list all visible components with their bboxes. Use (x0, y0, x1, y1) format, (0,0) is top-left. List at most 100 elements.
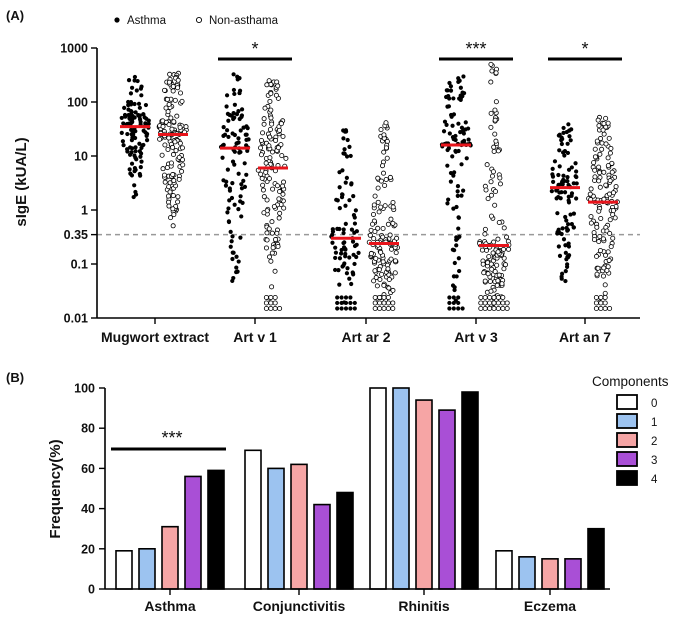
data-point-asthma (461, 188, 466, 193)
data-point-asthma (456, 148, 461, 154)
data-point-asthma (343, 129, 349, 134)
data-point-non-asthma (497, 175, 503, 181)
data-point-asthma (131, 194, 136, 200)
data-point-low-non-asthma (593, 300, 599, 306)
data-point-asthma (559, 181, 564, 187)
data-point-non-asthma (592, 167, 598, 173)
legend-swatch-component-4 (616, 470, 638, 486)
data-point-asthma (333, 250, 339, 255)
data-point-non-asthma (506, 246, 512, 252)
data-point-non-asthma (495, 236, 501, 242)
data-point-asthma (239, 182, 244, 187)
data-point-asthma (344, 154, 350, 159)
data-point-asthma (460, 140, 465, 145)
data-point-low-non-asthma (272, 305, 278, 311)
data-point-asthma (333, 245, 338, 250)
data-point-low-non-asthma (491, 294, 497, 300)
data-point-non-asthma (605, 249, 611, 255)
data-point-asthma (458, 130, 463, 135)
data-point-asthma (229, 195, 235, 201)
data-point-asthma (136, 101, 142, 106)
data-point-low-asthma (352, 306, 357, 311)
data-point-non-asthma (592, 154, 598, 160)
data-point-non-asthma (267, 155, 273, 161)
legend-swatch-component-1 (616, 413, 638, 429)
panel-a-significance: * *** * (218, 39, 622, 61)
data-point-non-asthma (596, 239, 602, 245)
data-point-low-non-asthma (504, 300, 510, 306)
data-point-non-asthma (607, 230, 613, 236)
data-point-asthma (341, 230, 346, 236)
data-point-non-asthma (602, 282, 608, 288)
data-point-non-asthma (597, 184, 603, 190)
panel-b-y-tick-label: 40 (81, 502, 95, 516)
data-point-non-asthma (375, 175, 381, 181)
data-point-asthma (126, 107, 131, 112)
data-point-asthma (133, 110, 138, 115)
data-point-asthma (330, 232, 335, 237)
data-point-non-asthma (268, 107, 274, 113)
data-point-asthma (561, 177, 566, 182)
data-point-asthma (566, 167, 572, 172)
data-point-non-asthma (180, 162, 186, 168)
data-point-asthma (119, 130, 124, 135)
data-point-asthma (456, 226, 461, 231)
data-point-low-non-asthma (487, 300, 493, 306)
data-point-non-asthma (270, 186, 276, 192)
data-point-non-asthma (166, 135, 172, 141)
data-point-asthma (448, 179, 453, 184)
data-point-asthma (347, 276, 352, 281)
data-point-non-asthma (594, 271, 600, 277)
data-point-non-asthma (177, 140, 183, 146)
data-point-asthma (224, 104, 229, 109)
data-point-non-asthma (183, 124, 189, 130)
data-point-non-asthma (259, 175, 265, 181)
data-point-non-asthma (608, 244, 614, 250)
data-point-asthma (448, 88, 454, 93)
data-point-asthma (226, 134, 231, 140)
data-point-non-asthma (179, 168, 185, 174)
data-point-asthma (128, 102, 134, 107)
data-point-non-asthma (608, 145, 614, 151)
bar-eczema-component-3 (564, 558, 582, 590)
data-point-asthma (342, 147, 347, 152)
data-point-low-asthma (456, 306, 461, 311)
data-point-non-asthma (492, 117, 498, 123)
data-point-asthma (127, 152, 133, 157)
data-point-non-asthma (601, 169, 607, 175)
data-point-asthma (230, 131, 235, 136)
data-point-asthma (457, 268, 462, 274)
data-point-non-asthma (490, 169, 496, 175)
data-point-asthma (238, 199, 243, 204)
data-point-non-asthma (172, 97, 178, 103)
data-point-low-non-asthma (268, 300, 274, 306)
data-point-low-non-asthma (263, 300, 269, 306)
data-point-non-asthma (175, 199, 181, 205)
panel-a-legend: Asthma Non-asthama (114, 15, 279, 27)
data-point-asthma (241, 178, 246, 183)
data-point-asthma (563, 243, 568, 248)
data-point-non-asthma (274, 183, 280, 189)
bar-eczema-component-4 (587, 527, 605, 590)
bar-asthma-component-0 (115, 550, 133, 590)
panel-a-medians (120, 125, 618, 248)
data-point-asthma (343, 221, 348, 226)
data-point-non-asthma (392, 270, 398, 276)
data-point-low-non-asthma (487, 305, 493, 311)
data-point-non-asthma (269, 230, 275, 236)
panel-a-y-tick-label: 0.1 (71, 258, 88, 272)
data-point-asthma (557, 253, 563, 259)
data-point-non-asthma (502, 262, 508, 268)
panel-a-x-label: Art an 7 (559, 329, 611, 345)
data-point-non-asthma (372, 193, 378, 199)
data-point-asthma (564, 257, 569, 262)
bar-rhinitis-component-1 (392, 387, 410, 590)
data-point-asthma (446, 197, 451, 202)
data-point-asthma (128, 171, 133, 176)
data-point-non-asthma (489, 173, 495, 179)
data-point-asthma (239, 107, 245, 112)
data-point-asthma (235, 269, 240, 274)
data-point-asthma (236, 136, 241, 141)
data-point-asthma (554, 196, 559, 201)
data-point-non-asthma (599, 140, 605, 146)
